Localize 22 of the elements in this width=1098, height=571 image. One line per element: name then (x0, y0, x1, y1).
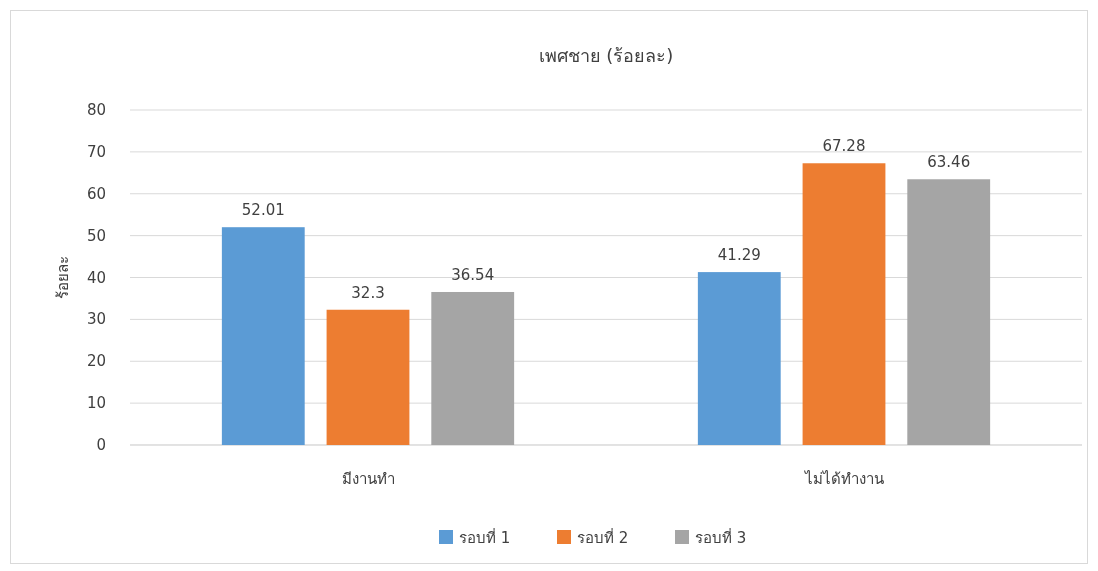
xtick: มีงานทำ (341, 470, 395, 488)
ytick: 40 (86, 268, 106, 287)
ylabel: ร้อยละ (54, 256, 72, 299)
ytick: 30 (86, 310, 106, 329)
data-label: 32.3 (351, 283, 385, 302)
data-label: 41.29 (717, 246, 761, 265)
data-label: 36.54 (451, 266, 495, 284)
ytick: 80 (86, 101, 106, 119)
ytick: 70 (86, 142, 106, 161)
legend-label: รอบที่ 2 (577, 527, 629, 547)
legend-label: รอบที่ 1 (459, 527, 511, 547)
data-label: 63.46 (927, 153, 971, 172)
ytick: 0 (96, 436, 106, 454)
legend-label: รอบที่ 3 (695, 527, 747, 547)
title: เพศชาย (ร้อยละ) (538, 45, 674, 66)
data-label: 52.01 (241, 201, 285, 220)
ytick: 10 (86, 394, 106, 413)
xtick: ไม่ได้ทำงาน (804, 470, 884, 488)
ytick: 60 (86, 184, 106, 203)
ytick: 50 (86, 226, 106, 245)
data-label: 67.28 (822, 137, 866, 156)
ytick: 20 (86, 352, 106, 371)
